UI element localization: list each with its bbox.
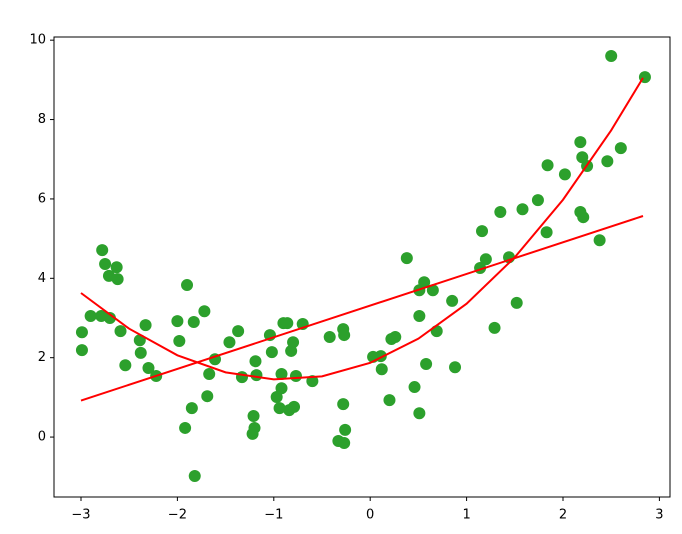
y-tick-label: 6 xyxy=(38,191,46,206)
scatter-point xyxy=(142,362,155,375)
scatter-point xyxy=(265,346,278,359)
scatter-point xyxy=(516,203,529,216)
scatter-point xyxy=(185,402,198,415)
x-tick-label: 3 xyxy=(655,508,663,523)
scatter-point xyxy=(605,50,618,63)
scatter-point xyxy=(338,329,351,342)
scatter-point xyxy=(413,407,426,420)
scatter-point xyxy=(420,358,433,371)
scatter-point xyxy=(577,211,590,224)
scatter-point xyxy=(249,355,262,368)
scatter-point xyxy=(248,421,261,434)
scatter-point xyxy=(418,276,431,289)
scatter-point xyxy=(188,469,201,482)
scatter-point xyxy=(323,331,336,344)
scatter-point xyxy=(171,315,184,328)
scatter-point xyxy=(449,361,462,374)
y-tick-label: 4 xyxy=(38,271,46,286)
scatter-point xyxy=(540,226,553,239)
scatter-point xyxy=(201,390,214,403)
scatter-point xyxy=(476,225,489,238)
scatter-point xyxy=(389,331,402,344)
scatter-point xyxy=(275,382,288,395)
y-tick-label: 8 xyxy=(38,112,46,127)
scatter-point xyxy=(338,437,351,450)
scatter-point xyxy=(173,335,186,348)
scatter-point xyxy=(103,312,116,325)
scatter-point xyxy=(541,159,554,172)
x-tick-label: −2 xyxy=(168,508,187,523)
scatter-point xyxy=(614,142,627,155)
scatter-point xyxy=(593,234,606,247)
scatter-point xyxy=(139,319,152,332)
scatter-point xyxy=(558,168,571,181)
scatter-point xyxy=(114,325,127,338)
scatter-point xyxy=(235,371,248,384)
scatter-point xyxy=(75,344,88,357)
scatter-point xyxy=(430,325,443,338)
scatter-point xyxy=(531,194,544,207)
scatter-point xyxy=(247,410,260,423)
y-tick-label: 10 xyxy=(29,33,46,48)
scatter-point xyxy=(339,423,352,436)
scatter-point xyxy=(84,310,97,323)
scatter-point xyxy=(413,310,426,323)
x-tick-label: 2 xyxy=(559,508,567,523)
scatter-point xyxy=(110,261,123,274)
scatter-point xyxy=(181,279,194,292)
scatter-point xyxy=(179,421,192,434)
scatter-point xyxy=(232,325,245,338)
scatter-point xyxy=(488,321,501,334)
scatter-point xyxy=(426,284,439,297)
scatter-point xyxy=(270,390,283,403)
scatter-point xyxy=(479,253,492,266)
x-tick-label: 1 xyxy=(462,508,470,523)
scatter-point xyxy=(134,346,147,359)
x-tick-label: 0 xyxy=(366,508,374,523)
scatter-point xyxy=(337,398,350,411)
y-tick-label: 0 xyxy=(38,430,46,445)
x-tick-label: −1 xyxy=(264,508,283,523)
scatter-point xyxy=(273,402,286,415)
scatter-point xyxy=(223,336,236,349)
scatter-point xyxy=(281,317,294,330)
scatter-point xyxy=(287,336,300,349)
scatter-point xyxy=(119,359,132,372)
scatter-point xyxy=(111,273,124,286)
scatter-point xyxy=(99,258,112,271)
scatter-point xyxy=(96,244,109,257)
scatter-point xyxy=(494,206,507,219)
scatter-point xyxy=(198,305,211,318)
y-tick-label: 2 xyxy=(38,350,46,365)
scatter-point xyxy=(375,363,388,376)
fit-line xyxy=(80,215,644,402)
scatter-point xyxy=(446,294,459,307)
scatter-point xyxy=(289,369,302,382)
scatter-point xyxy=(275,367,288,380)
scatter-point xyxy=(400,252,413,265)
plot-frame xyxy=(53,36,671,498)
scatter-point xyxy=(75,326,88,339)
scatter-point xyxy=(203,367,216,380)
scatter-point xyxy=(576,151,589,164)
scatter-point xyxy=(288,400,301,413)
x-tick-label: −3 xyxy=(71,508,90,523)
scatter-point xyxy=(187,315,200,328)
scatter-point xyxy=(510,296,523,309)
fit-line xyxy=(80,77,644,381)
scatter-point xyxy=(250,369,263,382)
scatter-point xyxy=(408,381,421,394)
scatter-point xyxy=(383,394,396,407)
scatter-point xyxy=(574,136,587,149)
scatter-point xyxy=(601,155,614,168)
